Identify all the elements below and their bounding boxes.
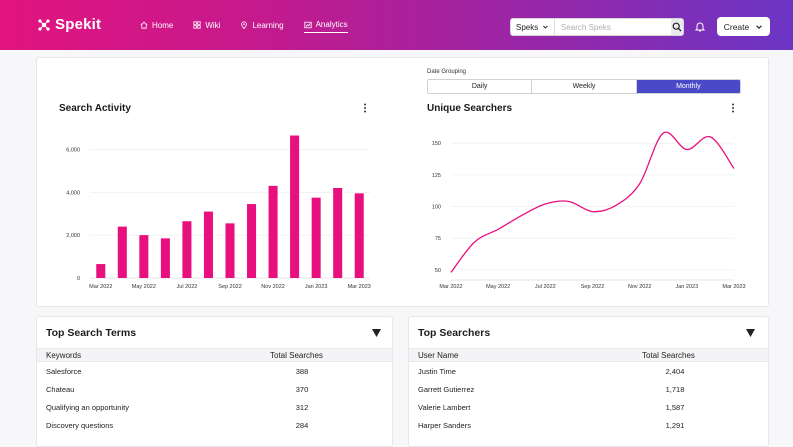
table-row[interactable]: Chateau 370 [37,381,392,399]
y-tick-label: 2,000 [66,233,80,239]
bar-aug-2022 [203,211,213,278]
table-row[interactable]: Justin Time 2,404 [409,363,768,381]
column-header-keywords[interactable]: Keywords [46,351,82,360]
bar-oct-2022 [247,204,257,278]
top-searchers-title: Top Searchers [418,327,491,339]
x-tick-label: Mar 2022 [89,284,112,290]
spekit-logo-icon [38,18,50,31]
row-total: 312 [295,403,309,412]
search-scope-value: Speks [516,22,539,32]
bar-sep-2022 [225,223,235,278]
column-header-user-name[interactable]: User Name [418,351,459,360]
analytics-icon [303,21,312,28]
row-total: 2,404 [665,367,685,376]
bar-feb-2023 [333,188,343,278]
top-search-terms-panel: Top Search Terms Keywords Total Searches… [36,316,393,447]
bar-mar-2023 [354,193,364,278]
home-icon [140,21,148,29]
bar-jan-2023 [311,197,321,278]
unique-searchers-title: Unique Searchers [427,103,513,114]
search-bar: Speks [510,18,684,36]
bell-icon[interactable] [695,21,705,32]
bar-mar-2022 [96,264,106,278]
nav-home[interactable]: Home [140,20,173,33]
search-icon [672,22,682,32]
search-input[interactable] [555,22,671,32]
brand-name: Spekit [55,16,102,33]
row-keyword: Chateau [46,385,75,394]
table-row[interactable]: Salesforce 388 [37,363,392,381]
top-nav-bar: Spekit Home Wiki Learning Analytics Spek… [0,0,793,50]
x-tick-label: Jan 2023 [305,284,328,290]
nav-wiki[interactable]: Wiki [193,20,220,33]
table-row[interactable]: Qualifying an opportunity 312 [37,399,392,417]
row-total: 370 [295,385,309,394]
table-row[interactable]: Discovery questions 284 [37,417,392,435]
map-pin-icon [241,21,248,29]
create-button-label: Create [723,21,750,32]
table-header: User Name Total Searches [409,348,768,362]
filter-icon[interactable] [746,329,755,337]
x-tick-label: May 2022 [132,284,156,290]
main-nav: Home Wiki Learning Analytics [140,20,348,33]
date-grouping-weekly[interactable]: Weekly [532,80,637,93]
date-grouping-monthly[interactable]: Monthly [636,80,740,93]
bar-dec-2022 [290,135,300,278]
column-header-total-searches[interactable]: Total Searches [642,351,695,360]
bar-apr-2022 [117,226,127,278]
row-total: 1,587 [665,403,685,412]
bar-may-2022 [139,235,149,278]
chevron-down-icon [543,25,548,29]
column-header-total-searches[interactable]: Total Searches [270,351,323,360]
bar-jun-2022 [160,238,170,278]
nav-wiki-label: Wiki [205,20,221,30]
nav-home-label: Home [152,20,174,30]
more-options-icon[interactable] [363,103,367,113]
row-user-name: Harper Sanders [418,421,471,430]
date-grouping-daily[interactable]: Daily [428,80,533,93]
x-tick-label: Mar 2023 [348,284,371,290]
create-button[interactable]: Create [717,17,770,36]
y-tick-label: 0 [77,276,80,282]
y-tick-label: 6,000 [66,147,80,153]
top-search-terms-title: Top Search Terms [46,327,137,339]
x-tick-label: Jul 2022 [177,284,198,290]
row-user-name: Garrett Gutierrez [418,385,475,394]
filter-icon[interactable] [372,329,381,337]
row-total: 1,291 [665,421,685,430]
search-button[interactable] [671,19,683,35]
row-total: 388 [295,367,309,376]
row-total: 1,718 [665,385,685,394]
row-keyword: Qualifying an opportunity [46,403,129,412]
search-activity-title: Search Activity [59,103,131,114]
date-grouping-toggle: Daily Weekly Monthly [427,79,741,94]
y-tick-label: 4,000 [66,190,80,196]
x-tick-label: Sep 2022 [218,284,242,290]
date-grouping-label: Date Grouping [427,69,467,75]
spekit-logo[interactable]: Spekit [36,16,101,33]
table-row[interactable]: Valerie Lambert 1,587 [409,399,768,417]
nav-learning-label: Learning [252,20,284,30]
top-searchers-panel: Top Searchers User Name Total Searches J… [408,316,769,447]
table-row[interactable]: Garrett Gutierrez 1,718 [409,381,768,399]
x-tick-label: Nov 2022 [261,284,285,290]
row-user-name: Valerie Lambert [418,403,471,412]
bar-jul-2022 [182,221,192,278]
table-header: Keywords Total Searches [37,348,392,362]
grid-icon [193,21,201,29]
row-user-name: Justin Time [418,367,456,376]
chevron-down-icon [756,24,763,29]
bar-nov-2022 [268,185,278,278]
table-row[interactable]: Harper Sanders 1,291 [409,417,768,435]
more-options-icon[interactable] [731,103,735,113]
search-scope-select[interactable]: Speks [511,19,555,35]
nav-learning[interactable]: Learning [240,20,284,33]
nav-analytics[interactable]: Analytics [303,20,348,33]
row-keyword: Discovery questions [46,421,114,430]
row-keyword: Salesforce [46,367,82,376]
nav-analytics-label: Analytics [315,20,348,29]
row-total: 284 [295,421,309,430]
